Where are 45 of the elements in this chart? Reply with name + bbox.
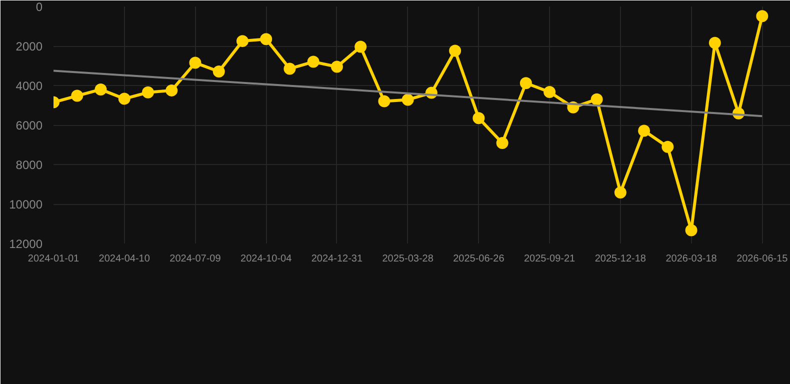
point	[94, 83, 107, 96]
point	[472, 112, 485, 124]
y-tick-label: 0	[36, 0, 43, 14]
point	[402, 94, 414, 106]
point	[166, 84, 178, 96]
y-tick-label: 4000	[16, 79, 43, 93]
point	[118, 92, 130, 105]
point	[142, 86, 154, 98]
point	[544, 86, 556, 98]
x-tick-label: 2025-09-21	[524, 254, 576, 264]
point	[685, 224, 698, 236]
x-tick-label: 2026-06-15	[736, 254, 788, 264]
point	[212, 65, 225, 78]
x-tick-label: 2026-03-18	[666, 254, 718, 264]
x-tick-label: 2024-01-01	[28, 254, 80, 264]
y-tick-label: 2000	[16, 40, 43, 54]
point	[284, 62, 296, 75]
x-tick-label: 2024-10-04	[240, 254, 292, 264]
point	[496, 136, 508, 149]
point	[590, 93, 603, 106]
y-tick-label: 8000	[16, 158, 43, 172]
x-tick-label: 2024-04-10	[98, 254, 150, 264]
x-tick-label: 2024-07-09	[170, 254, 222, 264]
point	[378, 95, 390, 108]
point	[71, 90, 84, 102]
x-tick-label: 2024-12-31	[311, 254, 363, 264]
point	[708, 36, 721, 49]
x-tick-label: 2025-03-28	[382, 254, 434, 264]
point	[330, 60, 343, 73]
point	[307, 56, 320, 68]
point	[354, 40, 367, 53]
y-tick-label: 10000	[9, 198, 43, 212]
point	[756, 10, 768, 22]
point	[662, 140, 674, 153]
point	[449, 44, 462, 57]
y-tick-label: 12000	[9, 237, 43, 251]
point	[260, 33, 272, 46]
point	[236, 35, 248, 48]
point	[638, 124, 650, 137]
x-tick-label: 2025-12-18	[594, 254, 646, 264]
point	[520, 77, 532, 90]
y-tick-label: 6000	[16, 118, 43, 132]
point	[614, 186, 626, 199]
x-tick-label: 2025-06-26	[453, 254, 505, 264]
point	[189, 56, 202, 69]
